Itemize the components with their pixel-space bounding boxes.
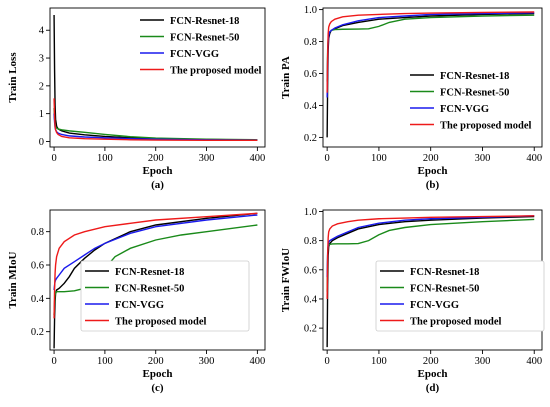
chart-panel: 0 100 200 300 400 0.2 0.4 0.6 0.8 1.0 Epoch (b) Trai… [280, 5, 543, 191]
y-tick-label: 0.6 [304, 265, 317, 276]
y-tick-label: 1.0 [304, 207, 317, 218]
series-line [53, 212, 258, 319]
x-tick-label: 100 [371, 356, 387, 367]
y-tick-label: 4 [39, 26, 45, 37]
legend-entry: The proposed model [440, 121, 531, 132]
x-tick-label: 300 [475, 356, 491, 367]
x-tick-label: 200 [423, 153, 439, 164]
y-axis-label: Train PA [280, 56, 292, 99]
legend-entry: FCN-Resnet-18 [410, 267, 479, 278]
x-tick-label: 200 [148, 356, 164, 367]
legend-entry: FCN-Resnet-18 [440, 71, 509, 82]
panel-label: (b) [426, 179, 440, 191]
x-tick-label: 100 [97, 356, 113, 367]
legend-entry: FCN-Resnet-50 [410, 284, 479, 295]
series-line [53, 113, 258, 141]
x-axis-label: Epoch [143, 368, 173, 380]
y-tick-label: 0.8 [304, 37, 317, 48]
series-line [326, 12, 535, 98]
y-tick-label: 1 [39, 109, 44, 120]
legend: FCN-Resnet-18 FCN-Resnet-50 FCN-VGG The pro… [140, 16, 261, 77]
y-axis-label: Train Loss [7, 52, 19, 103]
y-tick-label: 0.8 [31, 227, 44, 238]
y-tick-label: 1.0 [304, 5, 317, 16]
x-tick-label: 400 [250, 153, 266, 164]
legend-entry: FCN-Resnet-50 [115, 284, 184, 295]
series-line [53, 98, 258, 142]
x-tick-label: 0 [51, 356, 56, 367]
x-tick-label: 0 [51, 153, 56, 164]
y-tick-label: 3 [39, 54, 44, 65]
y-tick-label: 2 [39, 81, 44, 92]
x-tick-label: 400 [526, 356, 542, 367]
chart-panel: 0 100 200 300 400 0.2 0.4 0.6 0.8 Epoch (c) Train M… [7, 209, 266, 394]
legend-entry: FCN-Resnet-50 [170, 33, 239, 44]
legend-entry: FCN-VGG [440, 104, 489, 115]
y-tick-label: 0.4 [31, 294, 45, 305]
legend-entry: The proposed model [170, 66, 261, 77]
series-line [326, 215, 535, 299]
x-tick-label: 200 [423, 356, 439, 367]
y-tick-label: 0.6 [31, 261, 44, 272]
legend-entry: FCN-Resnet-18 [115, 267, 184, 278]
legend: FCN-Resnet-18 FCN-Resnet-50 FCN-VGG The pro… [80, 260, 250, 332]
legend-entry: The proposed model [410, 317, 501, 328]
y-axis-label: Train FWIoU [280, 248, 292, 312]
y-tick-label: 0.4 [304, 101, 318, 112]
x-tick-label: 300 [199, 153, 215, 164]
y-tick-label: 0.8 [304, 236, 317, 247]
x-tick-label: 100 [97, 153, 113, 164]
chart-panel: 0 100 200 300 400 0 1 2 3 4 Epoch (a) Train Loss FCN-… [7, 7, 266, 191]
y-tick-label: 0.2 [31, 327, 44, 338]
legend-entry: FCN-Resnet-18 [170, 16, 239, 27]
y-tick-label: 0.6 [304, 69, 317, 80]
x-tick-label: 400 [526, 153, 542, 164]
legend-box [80, 260, 250, 332]
chart-panel: 0 100 200 300 400 0.2 0.4 0.6 0.8 1.0 Epoch (d) Trai… [280, 207, 545, 394]
x-tick-label: 400 [250, 356, 266, 367]
legend-entry: FCN-VGG [410, 300, 459, 311]
x-tick-label: 0 [325, 153, 330, 164]
panel-label: (c) [151, 382, 164, 394]
y-axis-label: Train MIoU [7, 251, 19, 308]
legend-entry: The proposed model [115, 317, 206, 328]
panel-label: (a) [151, 179, 164, 191]
plot-frame [49, 209, 266, 351]
legend-box [375, 260, 545, 332]
legend-entry: FCN-Resnet-50 [440, 88, 509, 99]
x-tick-label: 100 [371, 153, 387, 164]
x-axis-label: Epoch [418, 368, 448, 380]
y-tick-label: 0.4 [304, 294, 318, 305]
x-tick-label: 200 [148, 153, 164, 164]
y-tick-label: 0.2 [304, 324, 317, 335]
x-tick-label: 300 [475, 153, 491, 164]
x-axis-label: Epoch [418, 165, 448, 177]
x-tick-label: 300 [199, 356, 215, 367]
legend: FCN-Resnet-18 FCN-Resnet-50 FCN-VGG The pro… [375, 260, 545, 332]
x-axis-label: Epoch [143, 165, 173, 177]
legend-entry: FCN-VGG [170, 49, 219, 60]
plot-frame [49, 7, 266, 148]
y-tick-label: 0 [39, 137, 44, 148]
panel-label: (d) [426, 382, 440, 394]
plot-frame [322, 7, 543, 148]
legend: FCN-Resnet-18 FCN-Resnet-50 FCN-VGG The pro… [410, 71, 531, 132]
series-line [326, 11, 535, 93]
legend-entry: FCN-VGG [115, 300, 164, 311]
y-tick-label: 0.2 [304, 133, 317, 144]
x-tick-label: 0 [325, 356, 330, 367]
